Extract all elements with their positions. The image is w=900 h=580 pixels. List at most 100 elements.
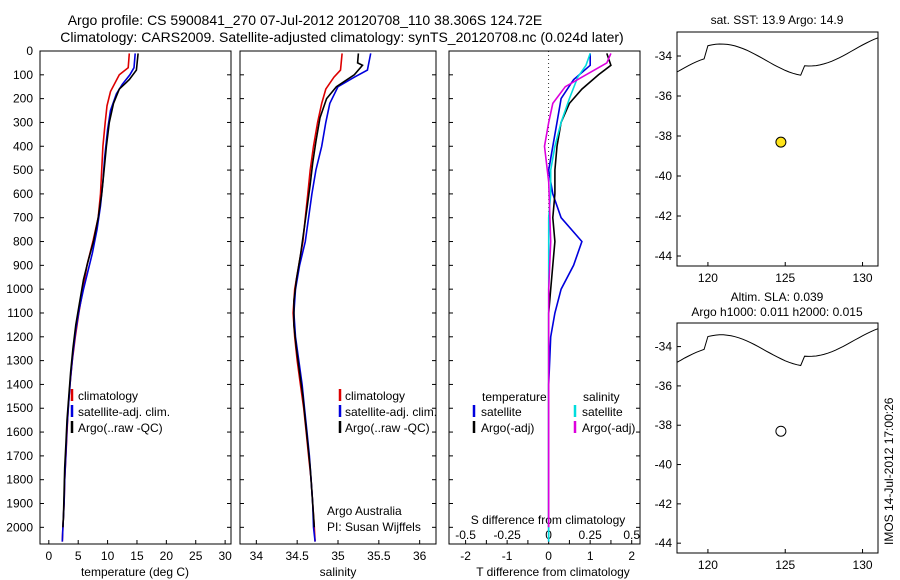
y-tick-label: 1700 (6, 449, 33, 463)
header-line-1: Argo profile: CS 5900841_270 07-Jul-2012… (68, 12, 543, 28)
y-tick-label: 1300 (6, 354, 33, 368)
salinity-panel: 34 34.5 35 35.5 36 salinity climatology satelli… (239, 50, 437, 579)
legend-label: satellite-adj. clim. (78, 405, 170, 419)
y-tick-label: 700 (13, 211, 33, 225)
s-tick-label: 0.5 (623, 528, 640, 542)
y-tick-label: -42 (655, 209, 673, 223)
legend-label: Argo(-adj) (582, 421, 635, 435)
header-line-2: Climatology: CARS2009. Satellite-adjuste… (60, 29, 623, 45)
argo-location-marker (775, 425, 787, 437)
timestamp-stamp: IMOS 14-Jul-2012 17:00:26 (882, 397, 896, 545)
x-tick-label: -2 (460, 549, 471, 563)
x-tick-label: 20 (160, 549, 174, 563)
temperature-panel-frame (39, 50, 232, 545)
y-tick-label: 800 (13, 235, 33, 249)
x-tick-label: 120 (698, 558, 718, 572)
s-tick-label: -0.25 (493, 528, 521, 542)
x-tick-label: 34.5 (285, 549, 309, 563)
x-tick-label: 30 (218, 549, 232, 563)
coastline (676, 37, 879, 76)
sla-map: -34 -36 -38 -40 -42 -44 120 125 130 (655, 322, 879, 572)
x-tick-label: 35.5 (367, 549, 391, 563)
series-line-T Argo(-adj) (547, 53, 612, 528)
y-tick-label: -40 (655, 169, 673, 183)
annotation-text: PI: Susan Wijffels (327, 520, 421, 534)
y-tick-label: 500 (13, 163, 33, 177)
y-tick-label: 1900 (6, 497, 33, 511)
y-tick-label: 1800 (6, 473, 33, 487)
x-tick-label: 2 (628, 549, 635, 563)
y-tick-label: 0 (26, 44, 33, 58)
legend-label: Argo(..raw -QC) (78, 421, 163, 435)
x-tick-label: 5 (75, 549, 82, 563)
y-tick-label: -44 (655, 536, 673, 550)
series-line-Argo(..raw -QC) (62, 53, 139, 528)
y-tick-label: -38 (655, 129, 673, 143)
x-tick-label: 120 (698, 271, 718, 285)
legend-label: satellite (481, 405, 522, 419)
y-tick-label: 1200 (6, 330, 33, 344)
sst-map-title: sat. SST: 13.9 Argo: 14.9 (711, 13, 844, 27)
annotation-text: Argo Australia (327, 504, 402, 518)
legend-title: salinity (583, 390, 620, 404)
y-tick-label: -34 (655, 340, 673, 354)
coastline (676, 328, 879, 367)
legend-label: Argo(-adj) (481, 421, 534, 435)
y-tick-label: -34 (655, 49, 673, 63)
x-axis-label: salinity (320, 565, 357, 579)
x-tick-label: 130 (853, 271, 873, 285)
salinity-panel-frame (239, 50, 437, 545)
x-tick-label: -1 (502, 549, 513, 563)
sla-map-frame (676, 322, 879, 554)
s-tick-label: -0.5 (455, 528, 476, 542)
y-tick-label: -36 (655, 89, 673, 103)
x-tick-label: 10 (101, 549, 115, 563)
x-tick-label: 125 (775, 558, 795, 572)
x-tick-label: 125 (775, 271, 795, 285)
sst-map-frame (676, 31, 879, 267)
y-tick-label: 1000 (6, 282, 33, 296)
y-tick-label: 1600 (6, 425, 33, 439)
x-tick-label: 15 (130, 549, 144, 563)
y-tick-label: 200 (13, 92, 33, 106)
x-tick-label: 35 (331, 549, 345, 563)
difference-panel: -2 -1 0 1 2-0.5 -0.25 0 0.25 0.5S difference fro… (448, 50, 641, 579)
x-tick-label: 25 (189, 549, 203, 563)
y-tick-label: 300 (13, 115, 33, 129)
panels-group: 0100200300400500600700800900100011001200… (6, 13, 879, 579)
legend-label: satellite (582, 405, 623, 419)
y-tick-label: 2000 (6, 520, 33, 534)
y-tick-label: 600 (13, 187, 33, 201)
y-tick-label: -44 (655, 249, 673, 263)
y-tick-label: -42 (655, 497, 673, 511)
x-tick-label: 34 (250, 549, 264, 563)
legend-label: satellite-adj. clim. (345, 405, 437, 419)
y-tick-label: 1500 (6, 401, 33, 415)
y-tick-label: 900 (13, 258, 33, 272)
x-tick-label: 1 (587, 549, 594, 563)
temperature-panel: 0100200300400500600700800900100011001200… (6, 44, 232, 579)
y-tick-label: 1400 (6, 377, 33, 391)
y-tick-label: -38 (655, 418, 673, 432)
argo-location-marker (775, 136, 787, 148)
sst-map: -34 -36 -38 -40 -42 -44 120 125 130 (655, 31, 879, 285)
s-tick-label: 0.25 (578, 528, 602, 542)
y-tick-label: -36 (655, 379, 673, 393)
legend-label: Argo(..raw -QC) (345, 421, 430, 435)
series-line-Argo(..raw -QC) (293, 53, 364, 528)
x-tick-label: 0 (45, 549, 52, 563)
series-line-S Argo(-adj) (543, 53, 612, 528)
legend-title: temperature (482, 390, 547, 404)
x-axis-label: temperature (deg C) (81, 565, 189, 579)
y-tick-label: -40 (655, 458, 673, 472)
x-tick-label: 36 (413, 549, 427, 563)
y-tick-label: 400 (13, 139, 33, 153)
x-tick-label: 0 (545, 549, 552, 563)
x-axis-label: T difference from climatology (476, 565, 630, 579)
x-tick-label: 130 (853, 558, 873, 572)
legend-label: climatology (78, 389, 138, 403)
series-line-T satellite (547, 53, 592, 542)
legend-label: climatology (345, 389, 405, 403)
y-tick-label: 1100 (7, 306, 33, 320)
